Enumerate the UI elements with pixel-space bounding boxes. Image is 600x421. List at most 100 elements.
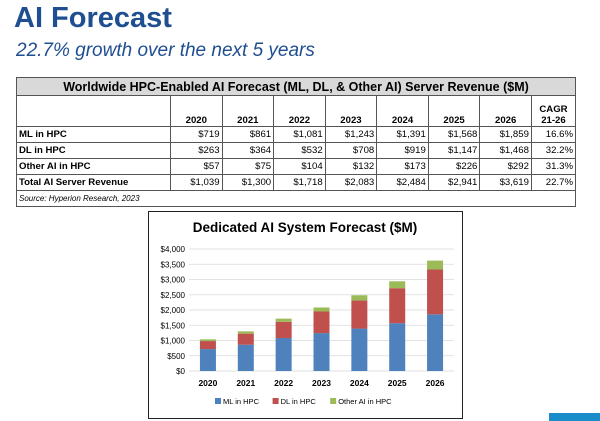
x-tick-label: 2020 xyxy=(198,378,217,388)
table-cell: $263 xyxy=(170,142,223,159)
table-cell: $2,941 xyxy=(427,174,481,191)
bar-dl-in-hpc xyxy=(313,311,330,334)
table-cell: $57 xyxy=(170,158,223,175)
bar-ml-in-hpc xyxy=(313,333,330,371)
bar-other-ai-in-hpc xyxy=(275,318,292,322)
bar-ml-in-hpc xyxy=(427,314,444,371)
y-tick-label: $3,000 xyxy=(161,276,186,285)
table-cell: $719 xyxy=(170,126,223,143)
table-cell: $3,619 xyxy=(479,174,532,191)
table-cell: $861 xyxy=(221,126,275,143)
column-header: 2026 xyxy=(479,95,532,127)
table-cell: $364 xyxy=(221,142,275,159)
row-label: Total AI Server Revenue xyxy=(16,174,171,191)
legend-swatch xyxy=(272,398,279,404)
column-header: 2020 xyxy=(170,95,223,127)
row-label: DL in HPC xyxy=(16,142,171,159)
table-cell: $2,083 xyxy=(324,174,378,191)
legend-label: DL in HPC xyxy=(281,397,317,406)
column-header: 2023 xyxy=(324,95,378,127)
bar-ml-in-hpc xyxy=(237,344,254,371)
legend-swatch xyxy=(330,398,337,404)
row-label: ML in HPC xyxy=(16,126,171,143)
table-cell: $173 xyxy=(376,158,429,175)
y-tick-label: $1,500 xyxy=(161,321,186,330)
table-row: Total AI Server Revenue $1,039 $1,300 $1… xyxy=(16,174,577,191)
legend-label: ML in HPC xyxy=(223,397,260,406)
table-cell: $1,859 xyxy=(479,126,532,143)
table-caption-row: Worldwide HPC-Enabled AI Forecast (ML, D… xyxy=(16,77,576,96)
bar-other-ai-in-hpc xyxy=(199,339,216,342)
page-title: AI Forecast xyxy=(14,2,172,34)
cagr-cell: 32.2% xyxy=(530,142,577,159)
bar-other-ai-in-hpc xyxy=(389,281,406,289)
table-cell: $1,391 xyxy=(376,126,429,143)
cagr-cell: 16.6% xyxy=(530,126,577,143)
x-tick-label: 2026 xyxy=(426,378,445,388)
bar-other-ai-in-hpc xyxy=(237,331,254,334)
table-caption: Worldwide HPC-Enabled AI Forecast (ML, D… xyxy=(16,77,576,96)
bar-other-ai-in-hpc xyxy=(427,260,444,270)
accent-bar xyxy=(549,413,600,421)
bar-dl-in-hpc xyxy=(427,269,444,315)
page-subtitle: 22.7% growth over the next 5 years xyxy=(16,40,315,61)
bar-dl-in-hpc xyxy=(275,321,292,339)
table-cell: $2,484 xyxy=(376,174,429,191)
table-cell: $226 xyxy=(427,158,481,175)
table-cell: $1,300 xyxy=(221,174,275,191)
table-cell: $104 xyxy=(273,158,326,175)
column-header: 2022 xyxy=(273,95,326,127)
y-tick-label: $0 xyxy=(176,367,185,376)
source-row: Source: Hyperion Research, 2023 xyxy=(16,190,576,207)
bar-ml-in-hpc xyxy=(199,349,216,371)
x-tick-label: 2021 xyxy=(236,378,255,388)
source-note: Source: Hyperion Research, 2023 xyxy=(16,190,576,207)
bar-ml-in-hpc xyxy=(275,338,292,371)
table-cell: $1,039 xyxy=(170,174,223,191)
x-tick-label: 2024 xyxy=(350,378,369,388)
y-tick-label: $2,500 xyxy=(161,291,186,300)
y-tick-label: $2,000 xyxy=(161,306,186,315)
table-cell: $919 xyxy=(376,142,429,159)
legend-label: Other AI in HPC xyxy=(338,397,392,406)
bar-dl-in-hpc xyxy=(199,341,216,350)
legend-swatch xyxy=(215,398,221,404)
table-cell: $1,243 xyxy=(324,126,378,143)
y-tick-label: $4,000 xyxy=(161,245,186,254)
table-cell: $1,147 xyxy=(427,142,481,159)
table-cell: $292 xyxy=(479,158,532,175)
bar-dl-in-hpc xyxy=(351,300,368,329)
table-row: ML in HPC $719 $861 $1,081 $1,243 $1,391… xyxy=(16,126,577,143)
ai-system-forecast-chart: Dedicated AI System Forecast ($M) $0 $500 $… xyxy=(148,211,463,419)
column-header: 2024 xyxy=(376,95,429,127)
table-cell: $1,718 xyxy=(273,174,326,191)
chart-title: Dedicated AI System Forecast ($M) xyxy=(193,220,418,235)
bar-other-ai-in-hpc xyxy=(313,307,330,312)
header-empty-cell xyxy=(16,95,171,127)
table-cell: $132 xyxy=(324,158,378,175)
bar-dl-in-hpc xyxy=(389,288,406,324)
table-cell: $708 xyxy=(324,142,378,159)
cagr-header: CAGR 21-26 xyxy=(530,95,577,127)
bar-ml-in-hpc xyxy=(351,328,368,371)
y-tick-label: $500 xyxy=(167,352,185,361)
table-row: Other AI in HPC $57 $75 $104 $132 $173 $… xyxy=(16,158,577,175)
table-header-row: 2020 2021 2022 2023 2024 2025 2026 CAGR … xyxy=(16,95,577,127)
table-cell: $75 xyxy=(221,158,275,175)
bar-other-ai-in-hpc xyxy=(351,295,368,301)
forecast-table-container: Worldwide HPC-Enabled AI Forecast (ML, D… xyxy=(16,77,577,207)
table-cell: $1,468 xyxy=(479,142,532,159)
y-tick-label: $1,000 xyxy=(161,337,186,346)
bar-dl-in-hpc xyxy=(237,333,254,345)
table-cell: $1,081 xyxy=(273,126,326,143)
table-row: DL in HPC $263 $364 $532 $708 $919 $1,14… xyxy=(16,142,577,159)
x-tick-label: 2022 xyxy=(274,378,293,388)
forecast-table: Worldwide HPC-Enabled AI Forecast (ML, D… xyxy=(16,77,577,207)
column-header: 2025 xyxy=(427,95,481,127)
y-tick-label: $3,500 xyxy=(161,260,186,269)
chart-svg: Dedicated AI System Forecast ($M) $0 $500 $… xyxy=(161,220,454,406)
row-label: Other AI in HPC xyxy=(16,158,171,175)
x-tick-label: 2023 xyxy=(312,378,331,388)
bar-ml-in-hpc xyxy=(389,323,406,371)
cagr-header-line2: 21-26 xyxy=(541,115,566,126)
